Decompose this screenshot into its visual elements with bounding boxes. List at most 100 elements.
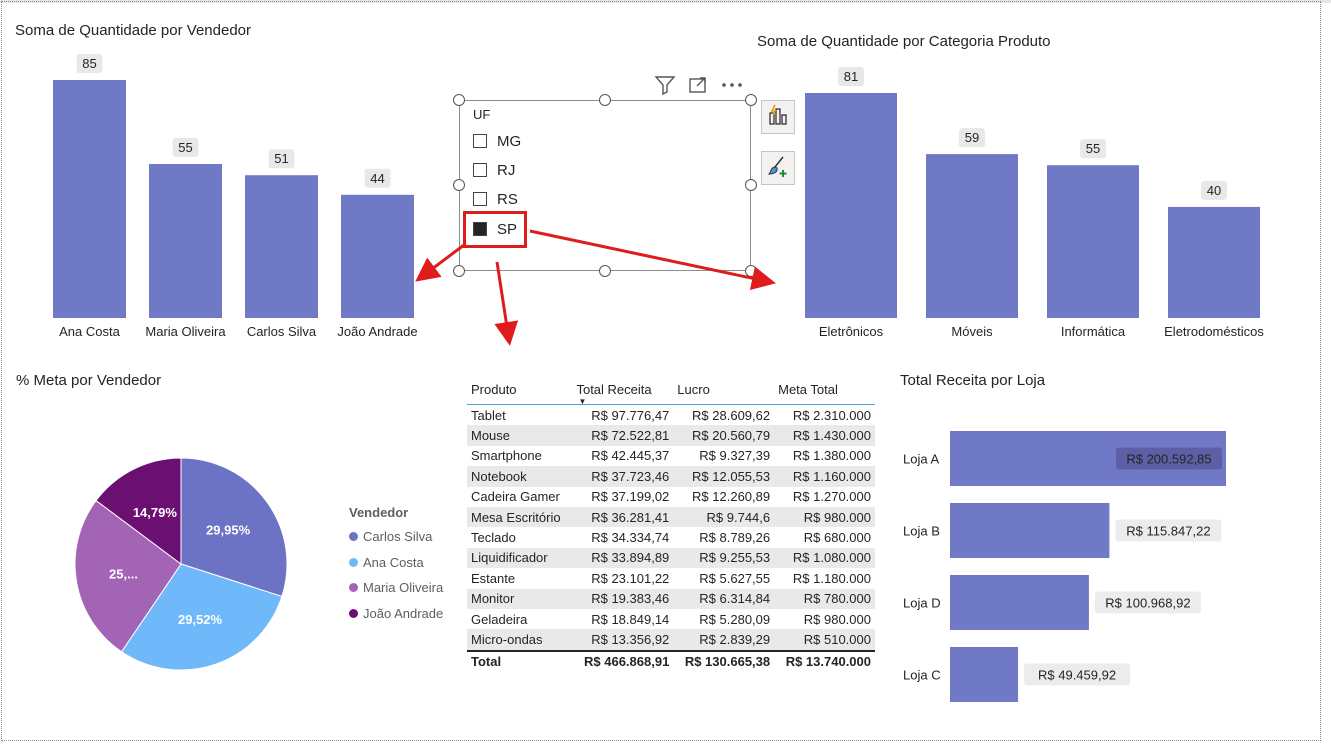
legend-label: Carlos Silva bbox=[363, 529, 433, 545]
resize-handle[interactable] bbox=[599, 265, 611, 277]
total-lucro: R$ 130.665,38 bbox=[684, 654, 771, 670]
data-label: 85 bbox=[82, 56, 96, 71]
table-row[interactable]: Micro-ondas R$ 13.356,92 R$ 2.839,29 R$ 510… bbox=[467, 629, 875, 651]
table-header-row: Produto Total Receita ▼ Lucro Meta Total bbox=[467, 374, 875, 407]
pie-slice[interactable] bbox=[180, 457, 288, 598]
cell-meta-total: R$ 510.000 bbox=[803, 631, 871, 647]
resize-handle[interactable] bbox=[453, 179, 465, 191]
table-row[interactable]: Monitor R$ 19.383,46 R$ 6.314,84 R$ 780.000 bbox=[467, 588, 875, 609]
category-label: Loja A bbox=[903, 452, 939, 467]
bar[interactable] bbox=[53, 80, 126, 318]
pie-slice[interactable] bbox=[120, 563, 283, 671]
slicer-item-label: RS bbox=[497, 190, 518, 208]
format-visual-button[interactable] bbox=[761, 151, 795, 185]
legend-item[interactable]: João Andrade bbox=[349, 601, 443, 627]
arrow-to-table bbox=[494, 261, 519, 346]
category-label: Ana Costa bbox=[59, 324, 120, 339]
bar[interactable] bbox=[245, 175, 318, 318]
slicer-item-rj[interactable]: RJ bbox=[473, 160, 515, 180]
cell-produto: Mesa Escritório bbox=[471, 509, 561, 525]
resize-handle[interactable] bbox=[745, 179, 757, 191]
cell-lucro: R$ 2.839,29 bbox=[699, 631, 771, 647]
resize-handle[interactable] bbox=[453, 265, 465, 277]
cell-lucro: R$ 9.327,39 bbox=[699, 448, 771, 464]
data-label-bg bbox=[1115, 519, 1222, 542]
legend-item[interactable]: Ana Costa bbox=[349, 550, 443, 576]
bar[interactable] bbox=[1168, 206, 1260, 318]
pie-slice[interactable] bbox=[95, 457, 182, 565]
cell-total-receita: R$ 23.101,22 bbox=[591, 570, 670, 586]
table-row[interactable]: Mouse R$ 72.522,81 R$ 20.560,79 R$ 1.430.00… bbox=[467, 425, 875, 446]
legend-label: Ana Costa bbox=[363, 554, 424, 570]
legend-item[interactable]: Maria Oliveira bbox=[349, 575, 443, 601]
focus-mode-icon[interactable] bbox=[688, 75, 708, 100]
vendedor-bar-chart[interactable]: 85 Ana Costa 55 Maria Oliveira 51 Carlos Silv… bbox=[40, 50, 440, 350]
slice-label: 29,52% bbox=[178, 612, 223, 627]
cell-lucro: R$ 9.744,6 bbox=[706, 509, 771, 525]
resize-handle[interactable] bbox=[453, 94, 465, 106]
checkbox-checked[interactable] bbox=[473, 222, 487, 236]
table-row[interactable]: Liquidificador R$ 33.894,89 R$ 9.255,53 R$ … bbox=[467, 547, 875, 569]
cell-total-receita: R$ 37.199,02 bbox=[591, 489, 670, 505]
bar[interactable] bbox=[805, 93, 897, 318]
data-label-bg bbox=[1201, 180, 1227, 200]
build-visual-button[interactable] bbox=[761, 100, 795, 134]
cell-lucro: R$ 8.789,26 bbox=[699, 530, 771, 546]
bar[interactable] bbox=[926, 154, 1018, 318]
cell-total-receita: R$ 34.334,74 bbox=[591, 530, 670, 546]
table-row[interactable]: Tablet R$ 97.776,47 R$ 28.609,62 R$ 2.310.0… bbox=[467, 405, 875, 426]
table-row[interactable]: Smartphone R$ 42.445,37 R$ 9.327,39 R$ 1.38… bbox=[467, 446, 875, 466]
cell-total-receita: R$ 13.356,92 bbox=[591, 631, 670, 647]
table-row[interactable]: Geladeira R$ 18.849,14 R$ 5.280,09 R$ 980.0… bbox=[467, 609, 875, 629]
data-label: R$ 49.459,92 bbox=[1038, 668, 1116, 683]
checkbox[interactable] bbox=[473, 134, 487, 148]
build-visual-icon bbox=[766, 103, 790, 132]
col-header-lucro[interactable]: Lucro bbox=[677, 381, 710, 397]
highlight-box bbox=[463, 211, 527, 248]
cell-produto: Mouse bbox=[471, 428, 511, 444]
total-label: Total bbox=[471, 654, 502, 670]
bar[interactable] bbox=[341, 194, 414, 318]
cell-meta-total: R$ 780.000 bbox=[803, 591, 871, 607]
slicer-item-label: MG bbox=[497, 132, 522, 150]
col-header-meta-total[interactable]: Meta Total bbox=[778, 381, 838, 397]
resize-handle[interactable] bbox=[745, 94, 757, 106]
category-label: Eletrônicos bbox=[819, 324, 884, 339]
loja-chart-title: Total Receita por Loja bbox=[900, 372, 1046, 389]
pie-slice[interactable] bbox=[74, 499, 182, 653]
checkbox[interactable] bbox=[473, 163, 487, 177]
slicer-item-mg[interactable]: MG bbox=[473, 131, 521, 151]
legend-item[interactable]: Carlos Silva bbox=[349, 524, 443, 550]
data-label: R$ 115.847,22 bbox=[1126, 524, 1210, 539]
table-row[interactable]: Cadeira Gamer R$ 37.199,02 R$ 12.260,89 R$ … bbox=[467, 487, 875, 507]
category-label: Maria Oliveira bbox=[145, 324, 226, 339]
categoria-bar-chart[interactable]: 81 Eletrônicos 59 Móveis 55 Informática 40 Elet… bbox=[790, 60, 1290, 350]
cell-lucro: R$ 28.609,62 bbox=[692, 407, 771, 423]
meta-pie-chart[interactable]: 29,95% 29,52% 25,... 14,79% bbox=[60, 440, 310, 690]
table-row[interactable]: Teclado R$ 34.334,74 R$ 8.789,26 R$ 680.000 bbox=[467, 527, 875, 547]
col-header-total-receita[interactable]: Total Receita ▼ bbox=[572, 374, 673, 407]
checkbox[interactable] bbox=[473, 192, 487, 206]
table-row[interactable]: Estante R$ 23.101,22 R$ 5.627,55 R$ 1.180.0… bbox=[467, 568, 875, 588]
col-header-produto[interactable]: Produto bbox=[471, 381, 517, 397]
more-options-icon[interactable] bbox=[720, 75, 744, 100]
slicer-title: UF bbox=[473, 107, 491, 122]
legend-title: Vendedor bbox=[349, 505, 409, 520]
slicer-item-rs[interactable]: RS bbox=[473, 189, 518, 209]
loja-bar-chart[interactable]: Loja A R$ 200.592,85 Loja B R$ 115.847,22 Lo… bbox=[895, 420, 1315, 710]
table-row[interactable]: Notebook R$ 37.723,46 R$ 12.055,53 R$ 1.160… bbox=[467, 466, 875, 487]
resize-handle[interactable] bbox=[599, 94, 611, 106]
data-label-bg bbox=[838, 67, 864, 86]
slicer-item-sp[interactable]: SP bbox=[473, 219, 517, 239]
data-label-bg bbox=[1116, 447, 1222, 470]
legend-label: João Andrade bbox=[363, 605, 444, 621]
bar[interactable] bbox=[950, 647, 1019, 702]
table-row[interactable]: Mesa Escritório R$ 36.281,41 R$ 9.744,6 R$ … bbox=[467, 506, 875, 528]
cell-produto: Notebook bbox=[471, 468, 527, 484]
bar[interactable] bbox=[1047, 165, 1139, 318]
filter-icon[interactable] bbox=[654, 75, 676, 100]
bar[interactable] bbox=[950, 575, 1089, 630]
bar[interactable] bbox=[149, 164, 222, 318]
produto-table[interactable]: Produto Total Receita ▼ Lucro Meta Total … bbox=[467, 374, 875, 672]
bar[interactable] bbox=[950, 503, 1110, 558]
